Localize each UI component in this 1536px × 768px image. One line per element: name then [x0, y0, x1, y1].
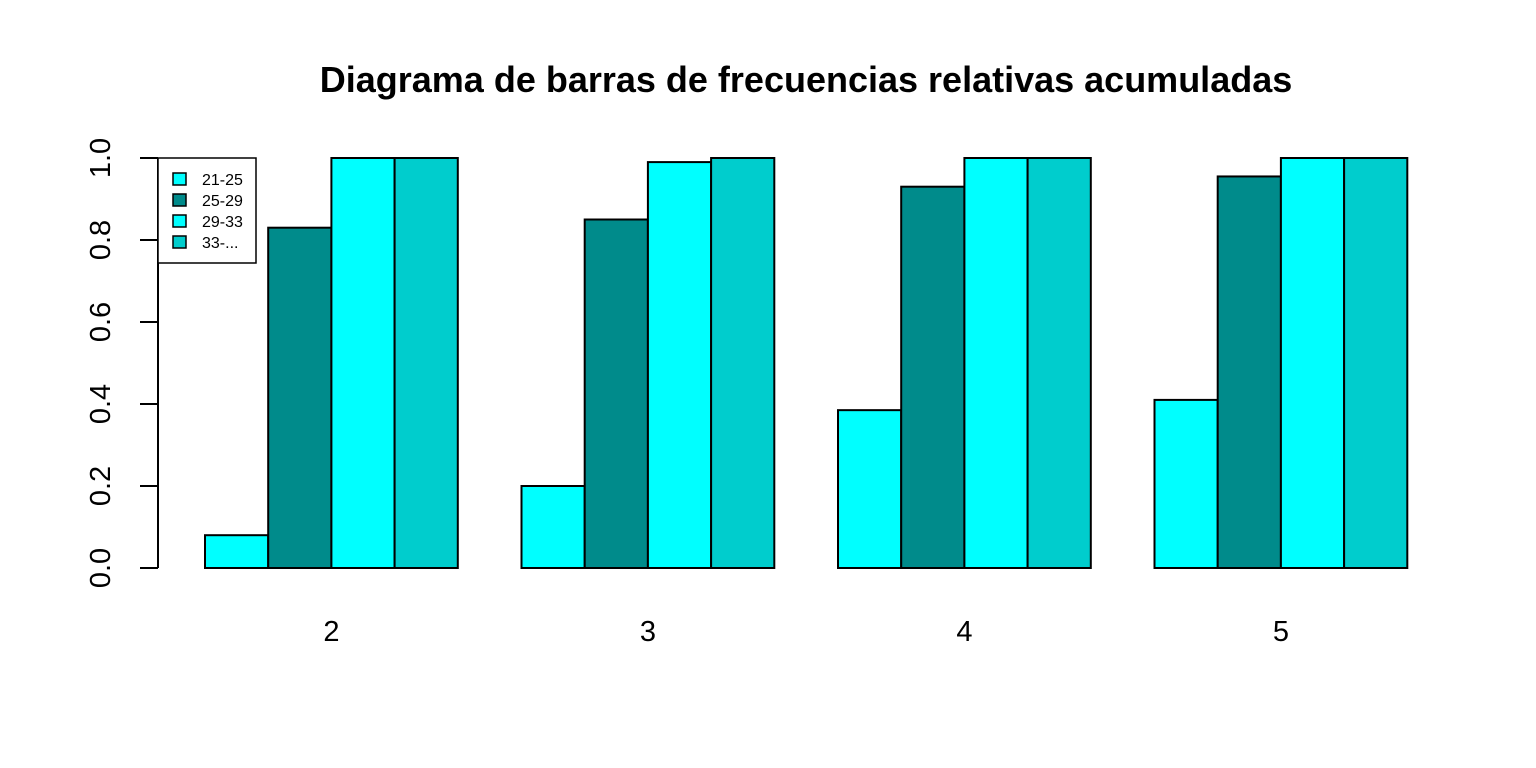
- x-tick-label: 5: [1273, 616, 1289, 648]
- bar: [963, 157, 1029, 569]
- legend-label: 33-...: [202, 235, 238, 252]
- bar: [900, 185, 966, 569]
- y-tick-label: 0.4: [85, 384, 117, 424]
- bar: [646, 161, 713, 569]
- bar: [267, 226, 333, 569]
- bar: [1343, 157, 1409, 569]
- bar: [1279, 157, 1346, 569]
- y-tick-label: 0.0: [85, 548, 117, 588]
- y-tick-label: 0.8: [85, 220, 117, 260]
- bar: [710, 157, 776, 569]
- y-tick-label: 0.6: [85, 302, 117, 342]
- x-axis-labels: 2 3 4 5: [323, 616, 1289, 648]
- legend-label: 25-29: [202, 193, 243, 210]
- bar-groups: [204, 157, 1409, 570]
- bar: [1153, 398, 1219, 569]
- y-axis: 0.0 0.2 0.4 0.6 0.8 1.0: [85, 138, 159, 588]
- chart-title: Diagrama de barras de frecuencias relati…: [320, 59, 1293, 100]
- bar-group: [520, 157, 776, 569]
- bar: [204, 534, 270, 570]
- legend-swatch: [172, 214, 187, 228]
- y-tick-label: 1.0: [85, 138, 117, 178]
- x-tick-label: 3: [640, 616, 656, 648]
- legend-swatch: [172, 193, 187, 207]
- x-tick-label: 4: [956, 616, 972, 648]
- y-tick-label: 0.2: [85, 466, 117, 506]
- legend-swatch: [172, 172, 187, 186]
- bar: [583, 218, 649, 569]
- legend-label: 29-33: [202, 214, 243, 231]
- bar: [393, 157, 459, 569]
- bar-group: [837, 157, 1092, 569]
- legend-swatch: [172, 235, 187, 249]
- bar: [837, 409, 903, 569]
- bar: [520, 485, 586, 569]
- bar: [330, 157, 396, 569]
- bar: [1216, 175, 1282, 569]
- legend: 21-25 25-29 29-33 33-...: [157, 157, 257, 264]
- legend-label: 21-25: [202, 172, 243, 189]
- bar-group: [1153, 157, 1409, 569]
- bar: [1026, 157, 1092, 569]
- bar-group: [204, 157, 459, 570]
- x-tick-label: 2: [323, 616, 339, 648]
